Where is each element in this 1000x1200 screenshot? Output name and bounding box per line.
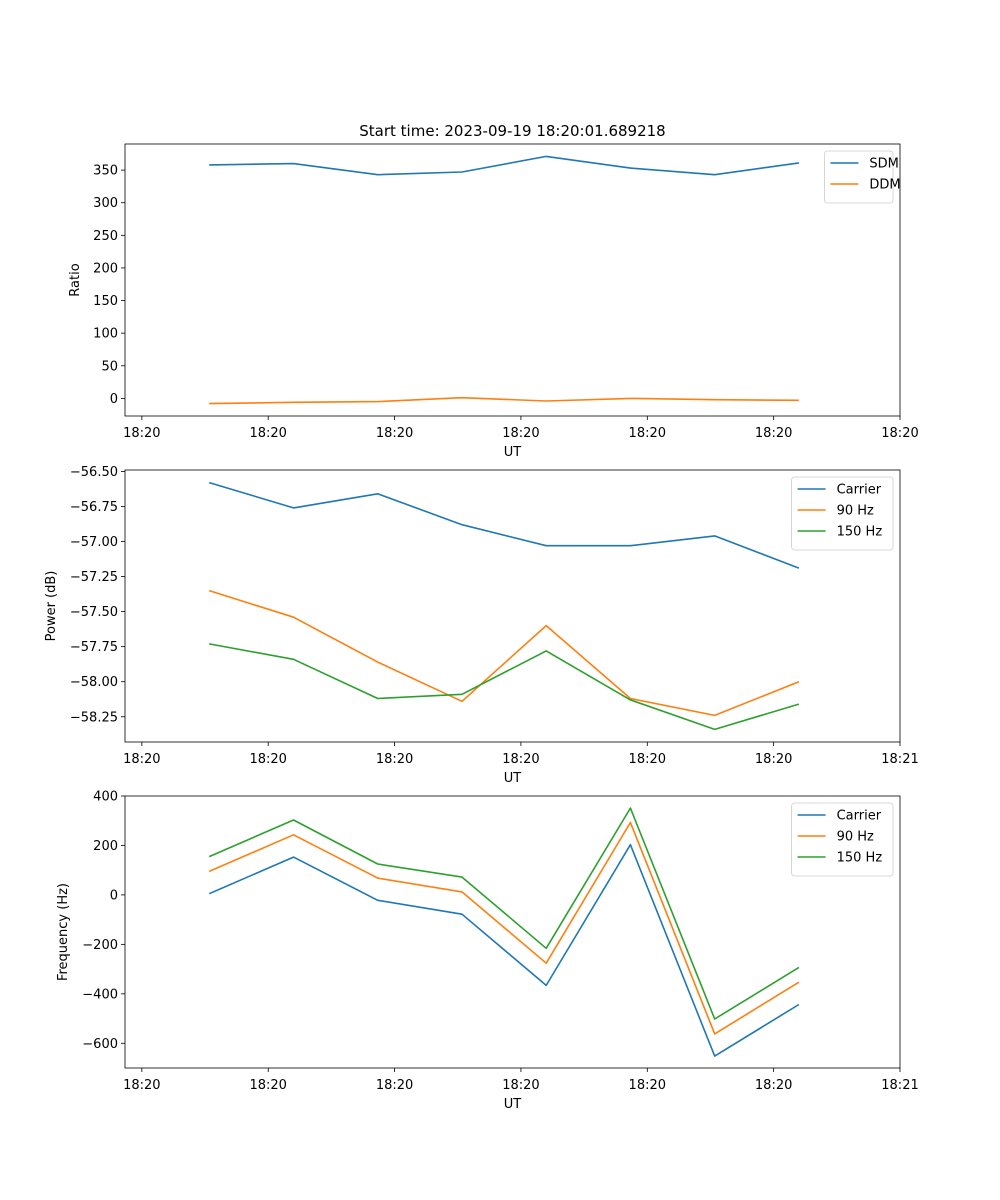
y-tick-label: −400 (82, 987, 118, 1002)
y-tick-label: 350 (93, 164, 118, 179)
y-tick-label: −600 (82, 1037, 118, 1052)
y-tick-label: 250 (93, 229, 118, 244)
x-tick-label: 18:20 (376, 426, 413, 441)
y-tick-label: −58.00 (70, 675, 118, 690)
x-tick-label: 18:20 (755, 426, 792, 441)
y-tick-label: −57.25 (70, 570, 118, 585)
y-tick-label: 50 (101, 359, 118, 374)
x-tick-label: 18:20 (123, 752, 160, 767)
y-tick-label: −58.25 (70, 710, 118, 725)
x-tick-label: 18:20 (502, 426, 539, 441)
legend-entry: SDM (869, 157, 898, 172)
y-axis-label: Power (dB) (44, 571, 59, 642)
x-tick-label: 18:20 (123, 1078, 160, 1093)
y-tick-label: 150 (93, 294, 118, 309)
legend-entry: Carrier (837, 483, 882, 498)
y-tick-label: −200 (82, 938, 118, 953)
axes-frame (124, 469, 901, 743)
legend-entry: Carrier (837, 809, 882, 824)
x-tick-label: 18:20 (376, 752, 413, 767)
legend-box (824, 150, 894, 204)
series-line-ddm (209, 396, 799, 405)
subplot-3: 18:20 18:20 18:20 18:20 18:20 18:20 18:21 −600 −… (56, 790, 919, 1113)
series-line-sdm (209, 155, 800, 176)
series-line-150-hz (208, 807, 800, 1020)
legend-entry: DDM (869, 178, 900, 193)
subplot-1: 18:20 18:20 18:20 18:20 18:20 18:20 18:20 0 50 10… (68, 143, 919, 460)
x-tick-label: 18:20 (629, 426, 666, 441)
y-tick-label: −56.75 (70, 500, 118, 515)
series-line-90-hz (208, 589, 800, 717)
x-axis-label: UT (504, 771, 522, 786)
series-line-carrier (208, 843, 800, 1057)
y-tick-label: −57.00 (70, 535, 118, 550)
axes-frame (124, 143, 901, 417)
series-line-150-hz (209, 643, 800, 731)
series-line-carrier (208, 481, 800, 569)
y-tick-label: −57.75 (70, 640, 118, 655)
subplot-2: 18:20 18:20 18:20 18:20 18:20 18:20 18:21 −58.2… (44, 465, 919, 786)
y-axis-label: Ratio (68, 263, 83, 296)
x-tick-label: 18:20 (629, 1078, 666, 1093)
legend-entry: 150 Hz (837, 851, 883, 866)
x-tick-label: 18:20 (755, 752, 792, 767)
x-tick-label: 18:20 (249, 1078, 286, 1093)
x-tick-label: 18:20 (376, 1078, 413, 1093)
x-tick-label: 18:20 (249, 752, 286, 767)
x-tick-label: 18:20 (502, 752, 539, 767)
subplots: 18:20 18:20 18:20 18:20 18:20 18:20 18:20 0 50 10… (44, 143, 919, 1113)
y-tick-label: 400 (93, 790, 118, 805)
x-tick-label: 18:20 (123, 426, 160, 441)
legend-entry: 90 Hz (837, 830, 874, 845)
legend-entry: 90 Hz (837, 504, 874, 519)
y-tick-label: −56.50 (70, 465, 118, 480)
x-tick-label: 18:21 (881, 752, 918, 767)
y-tick-label: 100 (93, 327, 118, 342)
y-tick-label: 0 (110, 888, 118, 903)
x-axis-label: UT (504, 1097, 522, 1112)
y-tick-label: 200 (93, 261, 118, 276)
legend: Carrier 90 Hz 150 Hz (791, 476, 894, 551)
axes-frame (124, 795, 901, 1069)
x-axis-label: UT (504, 445, 522, 460)
x-tick-label: 18:20 (881, 426, 918, 441)
legend: SDM DDM (824, 150, 901, 204)
series-line-90-hz (208, 821, 800, 1035)
y-tick-label: 300 (93, 196, 118, 211)
y-axis-label: Frequency (Hz) (56, 883, 71, 981)
x-tick-label: 18:20 (629, 752, 666, 767)
y-tick-label: 0 (110, 392, 118, 407)
x-tick-label: 18:21 (881, 1078, 918, 1093)
x-tick-label: 18:20 (502, 1078, 539, 1093)
y-tick-label: 200 (93, 839, 118, 854)
legend: Carrier 90 Hz 150 Hz (791, 802, 894, 877)
y-tick-label: −57.50 (70, 605, 118, 620)
x-tick-label: 18:20 (249, 426, 286, 441)
figure-title: Start time: 2023-09-19 18:20:01.689218 (359, 122, 665, 140)
x-tick-label: 18:20 (755, 1078, 792, 1093)
legend-entry: 150 Hz (837, 525, 883, 540)
